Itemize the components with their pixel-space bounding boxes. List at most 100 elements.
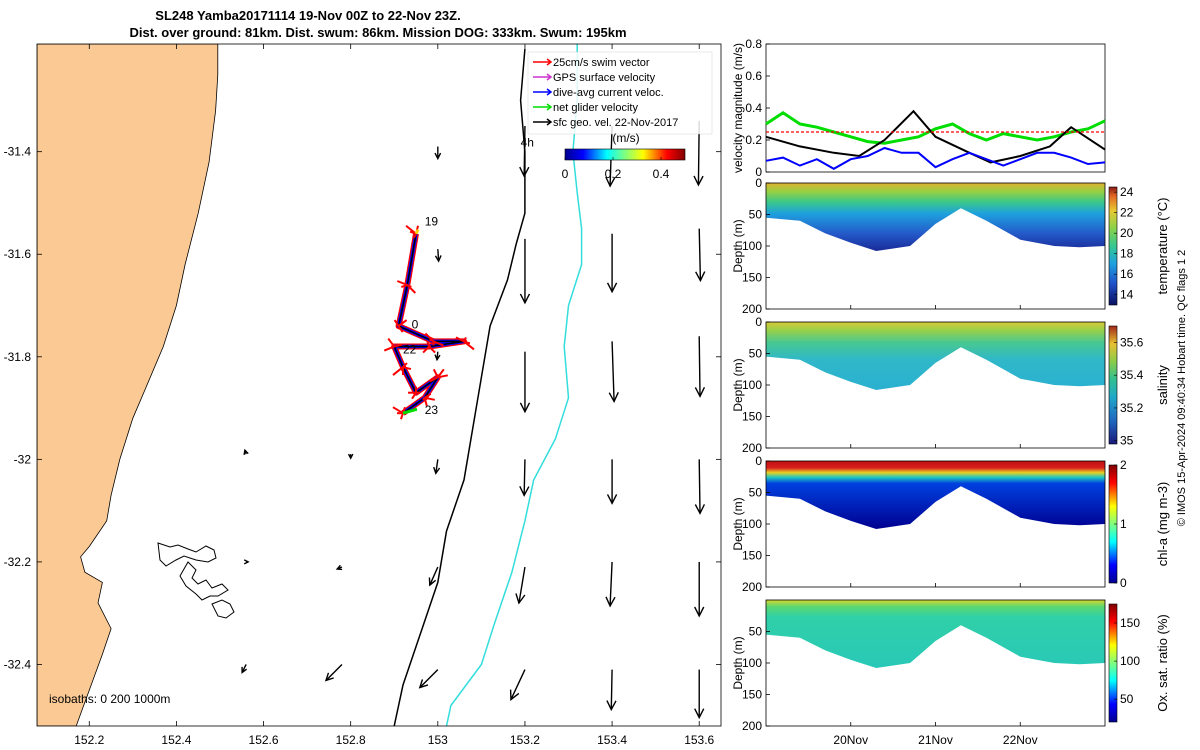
- section-colorbar: [1108, 325, 1118, 445]
- section-colorbar-tick-label: 14: [1120, 288, 1134, 302]
- glider-track-group: [383, 224, 475, 420]
- section-y-tick-label: 150: [742, 410, 762, 424]
- velocity-arrow-shaft: [610, 669, 613, 710]
- map-estuary: [157, 542, 235, 619]
- section-colorbar-tick-label: 35: [1120, 434, 1134, 448]
- legend-label: dive-avg current veloc.: [553, 87, 664, 99]
- map-colorbar-tick-label: 0: [562, 167, 569, 181]
- section-y-tick-label: 200: [742, 441, 762, 455]
- velocity-arrow-head: [694, 606, 705, 618]
- swim-vector: [423, 397, 428, 407]
- velocity-arrow-head: [605, 176, 616, 188]
- section-panel-temperature: 0 50 100 150 200 Depth (m) 24 22 20 18 16 14 tempera…: [731, 176, 1170, 316]
- velocity-y-tick-label: 0.4: [745, 101, 762, 115]
- velocity-arrow-shaft: [510, 669, 526, 700]
- swim-vector: [428, 345, 436, 354]
- section-colorbar: [1108, 186, 1118, 306]
- velocity-y-tick-label: 0.8: [745, 37, 762, 51]
- velocity-arrow-head: [694, 504, 706, 515]
- section-colorbar-tick-label: 18: [1120, 247, 1134, 261]
- swim-vector: [437, 374, 449, 379]
- section-colorbar-tick-label: 35.4: [1120, 368, 1144, 382]
- section-colorbar-tick-label: 24: [1120, 185, 1134, 199]
- section-colorbar-tick-label: 150: [1120, 616, 1140, 630]
- swim-vector: [437, 368, 445, 378]
- section-colorbar-tick-label: 100: [1120, 654, 1140, 668]
- map-x-tick-label: 153.2: [510, 733, 540, 747]
- section-data-fill: [766, 322, 1105, 390]
- swim-vector: [394, 343, 403, 348]
- track-day-label: 19: [425, 215, 439, 229]
- velocity-y-ticks: 0 0.2 0.4 0.6 0.8: [745, 37, 770, 179]
- legend-label: net glider velocity: [553, 102, 638, 114]
- velocity-arrow-shaft: [429, 566, 439, 586]
- velocity-arrow-head: [694, 387, 706, 398]
- map-land: [37, 44, 219, 726]
- legend-swatch-head: [546, 118, 553, 126]
- swim-vector: [433, 340, 444, 347]
- swim-vector: [383, 345, 395, 352]
- section-colorbar-tick-label: 35.6: [1120, 335, 1144, 349]
- velocity-arrow-head: [324, 672, 334, 682]
- section-colorbar-tick-label: 50: [1120, 692, 1134, 706]
- velocity-arrow-head: [434, 354, 441, 362]
- legend-label: sfc geo. vel. 22-Nov-2017: [553, 117, 678, 129]
- section-y-tick-label: 150: [742, 549, 762, 563]
- velocity-arrow-head: [418, 679, 429, 689]
- velocity-arrow-head: [695, 271, 706, 283]
- velocity-arrow-shaft: [698, 336, 701, 397]
- map-colorbar-tick-label: 0.2: [605, 167, 622, 181]
- section-y-tick-label: 100: [742, 517, 762, 531]
- velocity-arrow-head: [693, 175, 704, 187]
- map-y-tick-label: -32.4: [4, 657, 32, 671]
- section-y-tick-label: 0: [755, 454, 762, 468]
- velocity-arrow-shaft: [523, 126, 526, 177]
- section-data-fill: [766, 183, 1105, 251]
- section-y-tick-label: 0: [755, 315, 762, 329]
- swim-vector: [426, 340, 431, 347]
- section-y-tick-label: 50: [749, 208, 763, 222]
- velocity-arrow-head: [241, 666, 248, 674]
- velocity-arrow-head: [243, 448, 249, 456]
- velocity-arrow-shaft: [437, 249, 440, 262]
- track-day-label: 23: [425, 403, 439, 417]
- map-x-tick-label: 153: [428, 733, 448, 747]
- map-x-tick-label: 152.8: [336, 733, 366, 747]
- section-y-tick-label: 150: [742, 688, 762, 702]
- legend-label: 25cm/s swim vector: [553, 57, 650, 69]
- swim-vector: [398, 319, 408, 327]
- swim-vector: [432, 368, 439, 378]
- velocity-arrow-shaft: [698, 459, 701, 514]
- section-y-tick-label: 50: [749, 347, 763, 361]
- velocity-arrow-head: [515, 593, 526, 605]
- velocity-arrow-head: [433, 466, 441, 475]
- velocity-y-tick-label: 0.6: [745, 69, 762, 83]
- swim-vector: [429, 376, 439, 383]
- swim-vector: [391, 343, 395, 348]
- section-ylabel: Depth (m): [731, 497, 745, 550]
- swim-vector: [422, 345, 430, 354]
- figure-title-line2: Dist. over ground: 81km. Dist. swum: 86k…: [129, 25, 626, 40]
- velocity-arrow-head: [335, 564, 343, 571]
- map-colorbar-tick-label: 0.4: [653, 167, 670, 181]
- section-colorbar-tick-label: 22: [1120, 206, 1134, 220]
- swim-vector: [429, 338, 434, 343]
- velocity-arrow-shaft: [698, 228, 702, 281]
- velocity-arrow-shaft: [518, 566, 526, 604]
- track-start-mark: [414, 229, 420, 235]
- velocity-arrow-shaft: [419, 669, 439, 689]
- map-y-tick-label: -31.8: [4, 350, 32, 364]
- section-colorbar-label: chl-a (mg m-3): [1155, 482, 1170, 567]
- track-day-labels: 19 22 23: [403, 215, 438, 418]
- swim-vector: [401, 284, 408, 288]
- map-x-ticks: 152.2 152.4 152.6 152.8 153 153.2 153.4 153.6: [74, 44, 715, 747]
- map-y-tick-label: -32: [14, 452, 32, 466]
- section-y-tick-label: 100: [742, 239, 762, 253]
- swim-vector: [409, 230, 417, 235]
- surface-velocity-field: [241, 120, 706, 720]
- section-colorbar: [1108, 603, 1118, 723]
- velocity-arrow-head: [606, 700, 617, 712]
- velocity-arrow-head: [519, 293, 531, 305]
